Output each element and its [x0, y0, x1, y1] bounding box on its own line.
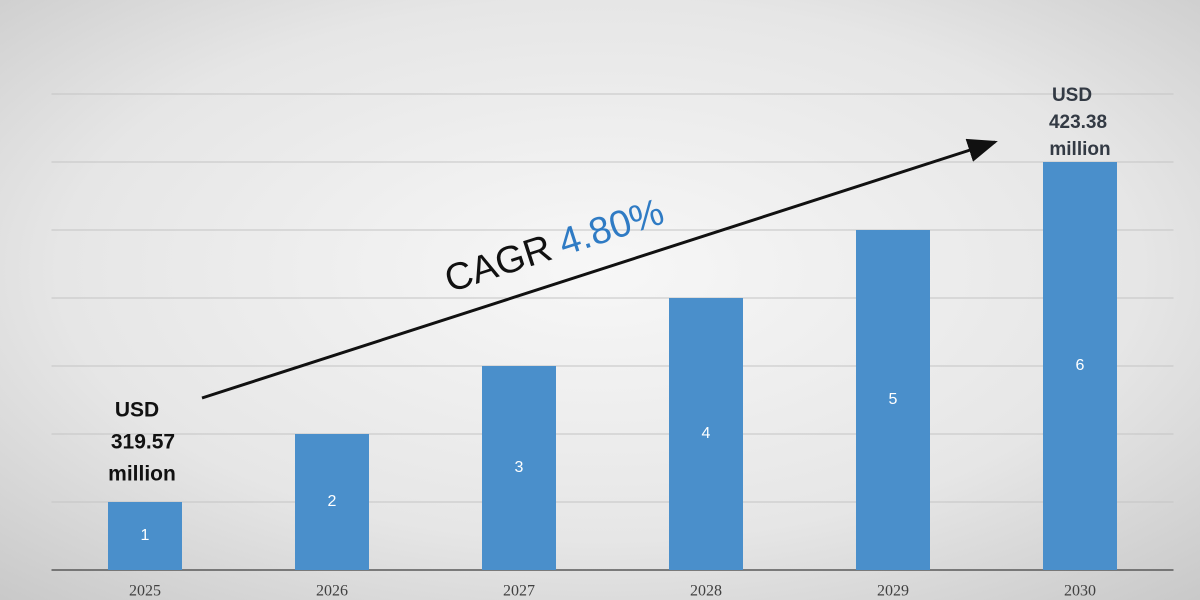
bar: [1043, 162, 1117, 570]
data-label: 5: [889, 391, 898, 408]
bar: [669, 298, 743, 570]
x-tick-label: 2028: [690, 583, 722, 600]
bar: [108, 502, 182, 570]
data-label: 4: [702, 425, 711, 442]
x-tick-label: 2029: [877, 583, 909, 600]
end-label: USD: [1052, 85, 1092, 106]
data-label: 3: [515, 459, 524, 476]
data-label: 2: [328, 493, 337, 510]
bars: 2025 1 2026 2 2027 3 2028 4 2029 5 2030 6: [108, 162, 1117, 600]
grid: [51, 93, 1174, 571]
x-tick-label: 2026: [316, 583, 348, 600]
x-tick-label: 2025: [129, 583, 161, 600]
x-tick-label: 2027: [503, 583, 535, 600]
end-label: million: [1049, 139, 1110, 160]
start-label: USD: [115, 399, 159, 422]
data-label: 1: [141, 527, 150, 544]
bar: [295, 434, 369, 570]
bar: [856, 230, 930, 570]
bar: [482, 366, 556, 570]
start-label: million: [108, 463, 176, 486]
x-tick-label: 2030: [1064, 583, 1096, 600]
end-label: 423.38: [1049, 112, 1107, 133]
data-label: 6: [1076, 357, 1085, 374]
start-label: 319.57: [111, 431, 175, 454]
cagr-arrow: [201, 138, 998, 400]
